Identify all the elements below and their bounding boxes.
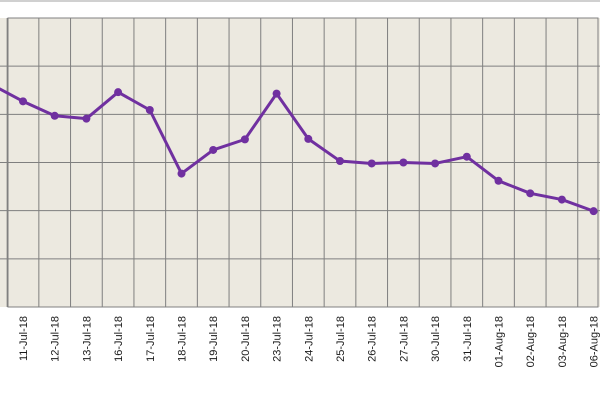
x-tick-label: 20-Jul-18 [240, 316, 252, 362]
x-tick-label: 18-Jul-18 [177, 316, 189, 362]
x-tick-label: 02-Aug-18 [525, 316, 537, 367]
data-point [462, 152, 471, 161]
x-axis-tick-labels: 11-Jul-18 12-Jul-18 13-Jul-18 16-Jul-18 17-J… [18, 316, 600, 367]
x-tick-label: 24-Jul-18 [303, 316, 315, 362]
data-point [589, 207, 598, 216]
x-tick-label: 11-Jul-18 [18, 316, 30, 361]
x-tick-label: 13-Jul-18 [81, 316, 93, 362]
data-point [82, 114, 91, 123]
x-tick-label: 27-Jul-18 [398, 316, 410, 362]
x-tick-label: 23-Jul-18 [272, 316, 284, 362]
data-point [431, 159, 440, 168]
x-tick-label: 16-Jul-18 [113, 316, 125, 362]
x-tick-label: 30-Jul-18 [430, 316, 442, 362]
x-tick-label: 17-Jul-18 [145, 316, 157, 362]
horizontal-gridlines [0, 65, 600, 260]
x-tick-label: 01-Aug-18 [494, 316, 506, 367]
data-point [177, 169, 186, 178]
x-tick-label: 26-Jul-18 [367, 316, 379, 362]
x-tick-label: 06-Aug-18 [589, 316, 600, 367]
x-tick-label: 12-Jul-18 [50, 316, 62, 362]
x-tick-label: 03-Aug-18 [557, 316, 569, 367]
data-point [240, 135, 249, 144]
data-point [494, 176, 503, 185]
data-point [304, 134, 313, 143]
data-point [557, 195, 566, 204]
series-layer [0, 87, 598, 216]
series-line [0, 87, 595, 213]
data-point [272, 89, 281, 98]
x-tick-label: 19-Jul-18 [208, 316, 220, 362]
x-tick-label: 25-Jul-18 [335, 316, 347, 362]
data-point [145, 105, 154, 114]
data-point [209, 145, 218, 154]
data-point [526, 189, 535, 198]
data-point [367, 159, 376, 168]
data-point [19, 97, 27, 106]
data-point [50, 111, 59, 120]
data-point [399, 158, 408, 167]
plot-border [7, 17, 599, 308]
data-point [336, 157, 344, 166]
x-tick-label: 31-Jul-18 [462, 316, 474, 362]
data-point [114, 88, 123, 97]
